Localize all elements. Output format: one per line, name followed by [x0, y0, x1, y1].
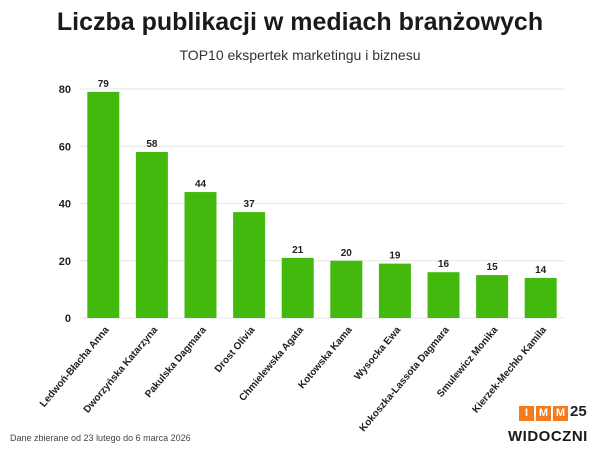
x-tick-label: Kokoszka-Lassota Dagmara [358, 325, 452, 435]
bar-value-label: 79 [98, 79, 110, 90]
bar-value-label: 44 [195, 179, 207, 190]
bar [378, 263, 411, 318]
bar [427, 272, 460, 318]
y-tick-label: 0 [65, 313, 71, 325]
imm-logo-letter: M [553, 406, 568, 421]
bar [87, 91, 120, 318]
imm-logo-letter: I [519, 406, 534, 421]
x-tick-label: Drost Olivia [213, 325, 258, 375]
bar [330, 260, 363, 318]
bar-value-label: 58 [146, 139, 158, 150]
y-tick-label: 60 [59, 141, 71, 153]
y-tick-label: 40 [59, 199, 71, 211]
bar [233, 212, 266, 318]
chart-title: Liczba publikacji w mediach branżowych [56, 8, 544, 36]
chart-subtitle: TOP10 ekspertek marketingu i biznesu [179, 47, 421, 63]
widoczni-logo: WIDOCZNI [508, 428, 588, 445]
bar-value-label: 16 [438, 259, 450, 270]
x-tick-label: Wysocka Ewa [352, 325, 403, 383]
bar [281, 257, 314, 318]
bar [184, 192, 217, 318]
data-range-note: Dane zbierane od 23 lutego do 6 marca 20… [10, 433, 191, 443]
imm-logo-number: 25 [570, 403, 587, 420]
bar-value-label: 14 [535, 265, 547, 276]
bar-value-label: 37 [244, 199, 256, 210]
x-tick-label: Kotowska Kama [297, 325, 355, 392]
bar-value-label: 20 [341, 248, 353, 259]
bar [476, 275, 509, 318]
bar-value-label: 15 [487, 262, 499, 273]
bar-value-label: 19 [389, 251, 401, 262]
bar [524, 277, 557, 318]
imm-logo-letter: M [536, 406, 551, 421]
y-tick-label: 20 [59, 256, 71, 268]
bar [135, 151, 168, 318]
y-tick-label: 80 [59, 84, 71, 96]
bar-value-label: 21 [292, 245, 304, 256]
